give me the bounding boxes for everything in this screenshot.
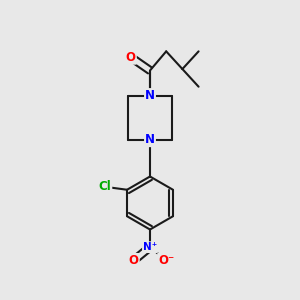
- Text: N: N: [145, 89, 155, 102]
- Text: N⁺: N⁺: [143, 242, 157, 252]
- Text: Cl: Cl: [99, 180, 111, 193]
- Text: O⁻: O⁻: [158, 254, 174, 267]
- Text: O: O: [126, 51, 136, 64]
- Text: N: N: [145, 133, 155, 146]
- Text: O: O: [129, 254, 139, 267]
